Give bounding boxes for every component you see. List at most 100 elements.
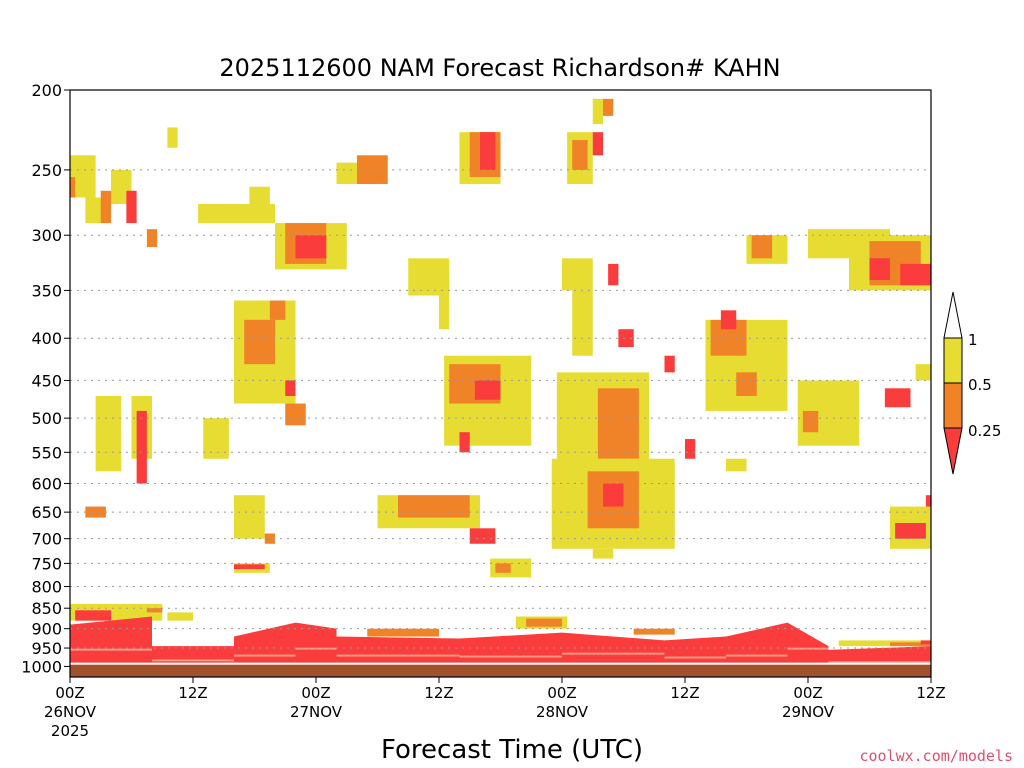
band-stripe [726, 654, 788, 657]
heatmap-patch [572, 140, 588, 170]
x-tick-label: 12Z [178, 684, 207, 702]
boundary-layer-band [336, 636, 460, 665]
heatmap-patch [664, 355, 675, 373]
boundary-layer-band [234, 622, 296, 665]
plot-frame [69, 89, 932, 678]
y-tick-label: 950 [31, 639, 62, 658]
heatmap-patch [884, 388, 911, 408]
heatmap-patch [900, 263, 931, 286]
heatmap-patch [295, 235, 327, 259]
y-tick-label: 550 [31, 443, 62, 462]
band-stripe [562, 652, 665, 655]
x-tick-label: 26NOV [44, 703, 97, 721]
band-stripe [787, 647, 829, 650]
x-tick-label: 27NOV [290, 703, 343, 721]
heatmap-patch [126, 190, 137, 224]
y-tick-label: 350 [31, 281, 62, 300]
band-stripe [828, 661, 931, 664]
x-tick-label: 29NOV [782, 703, 835, 721]
heatmap-patch [439, 269, 450, 330]
band-stripe [152, 659, 234, 662]
y-tick-label: 200 [31, 81, 62, 100]
heatmap-patch [480, 132, 496, 170]
band-stripe [336, 654, 460, 657]
x-tick-label: 28NOV [536, 703, 589, 721]
heatmap-patch [685, 439, 696, 459]
y-tick-label: 300 [31, 226, 62, 245]
heatmap-patch [167, 612, 193, 621]
heatmap-patch [474, 380, 501, 400]
heatmap-patch [167, 127, 178, 148]
y-tick-label: 850 [31, 599, 62, 618]
credit-text: coolwx.com/models [859, 747, 1013, 765]
heatmap-patch [85, 506, 106, 518]
heatmap-patch [285, 403, 306, 426]
ground-line [70, 662, 931, 665]
x-tick-label: 12Z [424, 684, 453, 702]
heatmap-patch [592, 548, 614, 559]
legend-swatch [943, 337, 963, 384]
heatmap-patch [136, 410, 147, 484]
x-tick-label: 2025 [51, 722, 89, 740]
x-tick-label: 00Z [301, 684, 330, 702]
band-stripe [459, 655, 562, 658]
heatmap-patch [720, 310, 737, 330]
y-tick-label: 700 [31, 530, 62, 549]
heatmap-patch [562, 258, 593, 291]
heatmap-patch [592, 98, 603, 125]
boundary-layer-band [459, 632, 562, 665]
heatmap-patch [603, 98, 614, 116]
heatmap-patch [592, 132, 603, 156]
heatmap-patch [249, 186, 270, 205]
legend-label: 0.25 [968, 422, 1001, 440]
heatmap-patch [869, 258, 890, 281]
heatmap-patch [100, 190, 111, 224]
heatmap-patch [633, 628, 675, 635]
heatmap-patch [146, 229, 158, 247]
chart-title: 2025112600 NAM Forecast Richardson# KAHN [219, 54, 780, 82]
x-tick-label: 00Z [793, 684, 822, 702]
y-tick-label: 250 [31, 161, 62, 180]
boundary-layer-band [664, 636, 726, 665]
boundary-layer-band [152, 646, 234, 665]
legend-above-triangle [943, 291, 963, 339]
heatmap-patch [526, 618, 562, 627]
heatmap-patch [146, 608, 163, 613]
y-tick-label: 900 [31, 620, 62, 639]
heatmap-patch [603, 483, 624, 507]
heatmap-patch [895, 522, 926, 539]
legend-label: 0.5 [968, 376, 992, 394]
heatmap-patch [75, 610, 111, 621]
x-tick-label: 12Z [670, 684, 699, 702]
heatmap-patch [736, 372, 757, 397]
boundary-layer-band [787, 622, 829, 665]
heatmap-patch [608, 263, 619, 286]
heatmap-patch [269, 300, 286, 320]
boundary-layer-band [295, 622, 337, 665]
heatmap-patch [95, 396, 122, 472]
y-tick-label: 1000 [21, 657, 62, 676]
heatmap-patch [572, 290, 593, 356]
ground-layer [70, 664, 931, 677]
y-tick-label: 400 [31, 329, 62, 348]
boundary-layer-band [726, 622, 788, 665]
heatmap-patch [234, 564, 265, 570]
band-stripe [295, 647, 337, 650]
heatmap-patch [70, 177, 76, 198]
heatmap-patch [244, 319, 275, 365]
x-tick-label: 00Z [55, 684, 84, 702]
x-tick-label: 12Z [916, 684, 945, 702]
heatmap-patch [802, 410, 819, 433]
heatmap-patch [469, 528, 496, 544]
y-tick-label: 800 [31, 577, 62, 596]
heatmap-patch [618, 329, 634, 348]
y-tick-label: 450 [31, 371, 62, 390]
heatmap-patch [726, 458, 747, 472]
x-tick-label: 00Z [547, 684, 576, 702]
heatmap-patch [925, 495, 931, 507]
heatmap-patch [198, 204, 275, 224]
heatmap-patch [285, 380, 296, 397]
heatmap-patch [264, 533, 275, 544]
